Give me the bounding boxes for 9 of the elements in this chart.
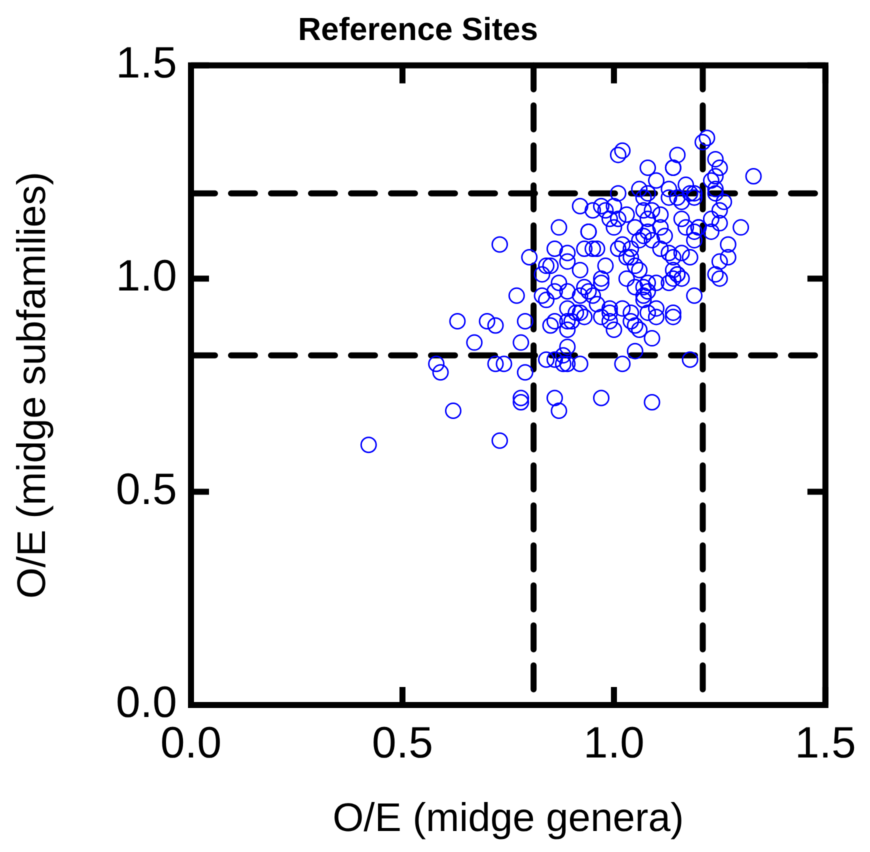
x-tick-label: 1.5 (794, 718, 856, 768)
y-tick-label: 1.5 (116, 38, 177, 88)
y-axis-title: O/E (midge subfamilies) (10, 172, 54, 599)
x-tick-label: 1.0 (583, 718, 645, 768)
y-tick-label: 1.0 (116, 252, 177, 301)
x-tick-label: 0.5 (372, 718, 434, 768)
chart-title: Reference Sites (298, 11, 538, 48)
x-axis-title: O/E (midge genera) (332, 796, 684, 840)
y-tick-label: 0.5 (116, 464, 177, 514)
